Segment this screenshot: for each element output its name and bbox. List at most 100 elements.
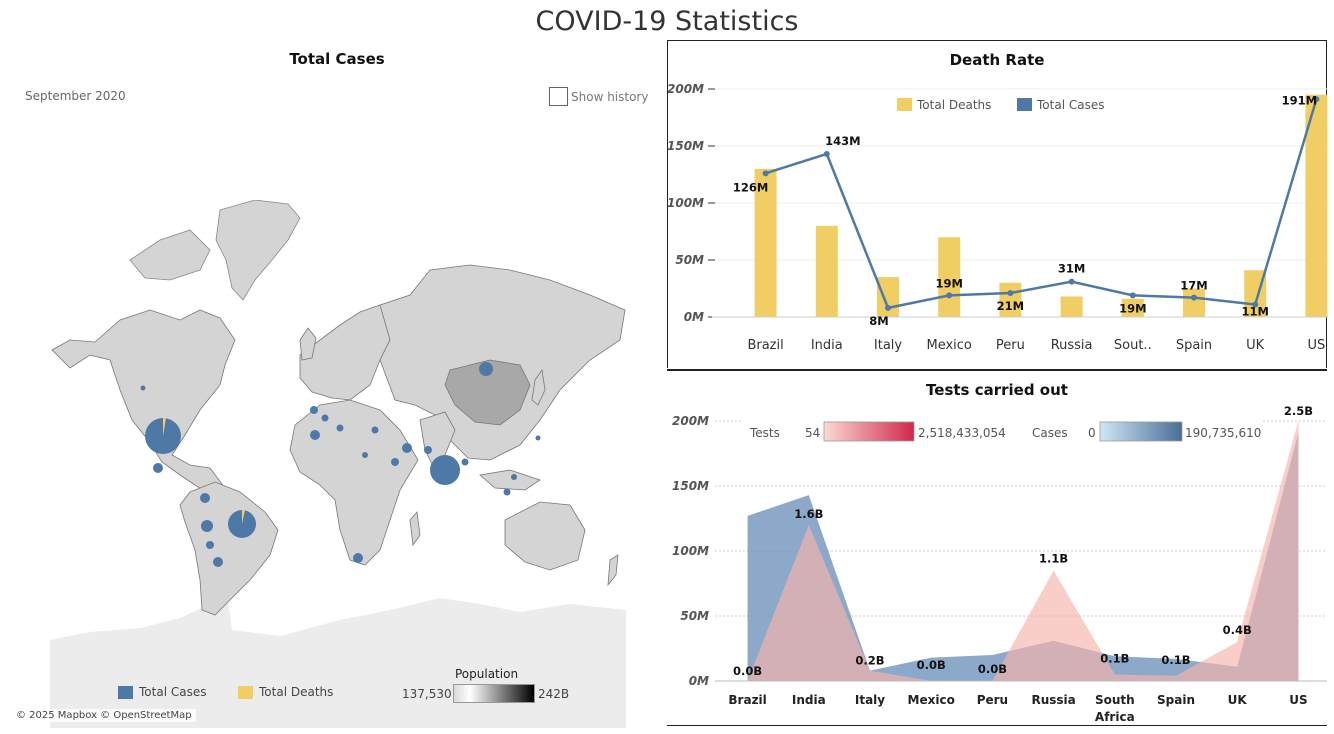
bubble-spain[interactable]: [310, 430, 320, 440]
greenland-shape: [215, 200, 301, 301]
tests-legend: Tests 54 2,518,433,054 Cases 0 190,735,6…: [741, 417, 1261, 442]
bubble-indonesia[interactable]: [503, 488, 511, 496]
world-map[interactable]: [50, 200, 626, 728]
tests-x-label: Russia: [1031, 693, 1075, 707]
tests-x-label: South: [1095, 693, 1135, 707]
tests-legend-cases-min: 0: [1088, 426, 1096, 440]
death-x-label: Peru: [996, 338, 1025, 353]
new-zealand-shape: [607, 554, 619, 587]
death-bar-italy: [877, 277, 899, 317]
tests-legend-ramp: [823, 421, 915, 442]
tests-y-tick-label: 150M: [672, 479, 709, 493]
china-shape: [444, 359, 531, 426]
population-legend-title: Population: [455, 667, 519, 681]
arctic-islands-shape: [129, 229, 211, 281]
death-cases-point: [823, 150, 830, 157]
bubble-argentina[interactable]: [206, 541, 214, 549]
tests-chart: 0M 50M 100M 150M 200M 0.0B 1.6B 0.2B 0.0B 0.0B 1.…: [672, 404, 1327, 724]
death-bar-brazil: [754, 168, 777, 317]
death-cases-point: [1129, 292, 1136, 299]
bubble-canada[interactable]: [140, 385, 146, 391]
death-x-label: Mexico: [926, 338, 971, 353]
bubble-saudi[interactable]: [391, 458, 399, 466]
death-y-axis: 0M 50M 100M 150M 200M: [668, 82, 715, 324]
death-gridlines: [712, 88, 1328, 318]
death-legend-cases-label: Total Cases: [1036, 98, 1104, 112]
death-x-label: UK: [1246, 338, 1265, 353]
bubble-egypt[interactable]: [362, 452, 368, 458]
bubble-colombia[interactable]: [200, 493, 210, 503]
death-cases-point: [762, 170, 769, 177]
bubble-france[interactable]: [321, 414, 329, 422]
south-america-shape: [179, 481, 279, 616]
tests-legend-cases-label: Cases: [1032, 426, 1068, 440]
death-legend-swatch-cases: [1017, 98, 1032, 111]
show-history-checkbox[interactable]: [549, 87, 568, 106]
bubble-bangladesh[interactable]: [461, 458, 469, 466]
death-cases-point: [1007, 290, 1014, 297]
death-x-axis: Brazil India Italy Mexico Peru Russia Sout.. Sp…: [747, 338, 1325, 353]
bubble-turkey[interactable]: [371, 426, 379, 434]
death-cases-point: [1068, 278, 1075, 285]
bubble-india[interactable]: [430, 455, 460, 485]
bubble-iran[interactable]: [402, 443, 412, 453]
death-line-series: 126M 143M 8M 19M 21M 31M 19M 17M 11M 191M: [733, 93, 1320, 328]
death-rate-title: Death Rate: [949, 51, 1045, 69]
tests-legend-tests-max: 2,518,433,054: [918, 426, 1006, 440]
tests-x-axis: Brazil India Italy Mexico Peru Russia South Afr…: [728, 693, 1307, 724]
death-bar-spain: [1183, 288, 1205, 317]
death-rate-panel: Death Rate Total Deaths Total Cases 0M 50…: [667, 40, 1328, 368]
death-bars: [712, 94, 1328, 318]
death-y-tick-label: 150M: [668, 139, 704, 153]
tests-data-label: 2.5B: [1284, 404, 1313, 418]
legend-total-cases[interactable]: Total Cases: [118, 685, 206, 699]
tests-x-label: UK: [1228, 693, 1248, 707]
map-panel: Total Cases September 2020 Show history: [0, 40, 660, 734]
map-date-label: September 2020: [25, 89, 126, 103]
tests-x-label: Peru: [977, 693, 1008, 707]
tests-y-tick-label: 50M: [680, 609, 709, 623]
bubble-philippines[interactable]: [511, 474, 517, 480]
death-cases-label: 191M: [1282, 93, 1317, 107]
tests-data-labels: 0.0B 1.6B 0.2B 0.0B 0.0B 1.1B 0.1B 0.1B 0.4B 2.5B: [733, 404, 1313, 678]
bubble-italy[interactable]: [336, 424, 344, 432]
legend-total-cases-label: Total Cases: [139, 685, 207, 699]
tests-legend-tests-label: Tests: [749, 426, 780, 440]
death-legend: Total Deaths Total Cases: [897, 98, 1104, 112]
death-bar-russia: [1060, 296, 1083, 317]
death-x-label: Spain: [1176, 338, 1212, 353]
bubble-peru[interactable]: [201, 520, 213, 532]
bubble-pakistan[interactable]: [424, 446, 432, 454]
case-bubbles: [140, 362, 541, 567]
show-history-toggle[interactable]: Show history: [549, 87, 648, 106]
bubble-uk[interactable]: [310, 406, 318, 414]
tests-title: Tests carried out: [926, 381, 1068, 399]
legend-total-deaths[interactable]: Total Deaths: [238, 685, 333, 699]
death-y-tick-label: 100M: [668, 196, 704, 210]
tests-x-label: Africa: [1095, 710, 1135, 724]
map-attribution[interactable]: © 2025 Mapbox © OpenStreetMap: [12, 709, 196, 722]
death-legend-swatch-deaths: [897, 98, 912, 111]
death-y-tick-label: 200M: [668, 82, 704, 96]
tests-tests-area: [747, 421, 1299, 681]
bubble-chile[interactable]: [213, 557, 223, 567]
death-cases-label: 31M: [1058, 262, 1085, 276]
death-y-tick-label: 0M: [684, 310, 704, 324]
bubble-russia[interactable]: [479, 362, 493, 376]
death-x-label: Brazil: [747, 338, 783, 353]
show-history-label: Show history: [571, 89, 649, 104]
death-cases-label: 8M: [869, 314, 888, 328]
tests-data-label: 0.0B: [978, 662, 1007, 676]
death-cases-point: [885, 304, 891, 311]
tests-x-label: Mexico: [908, 693, 955, 707]
bubble-japan[interactable]: [535, 435, 541, 441]
death-x-label: India: [811, 338, 843, 353]
population-legend-min: 137,530: [402, 687, 452, 701]
bubble-mexico[interactable]: [153, 463, 163, 473]
tests-panel: Tests carried out 0M 50M 100M 150M 200M 0.0B…: [667, 369, 1327, 726]
death-x-label: Italy: [874, 338, 903, 353]
dashboard-title: COVID-19 Statistics: [535, 6, 799, 37]
tests-data-label: 0.0B: [733, 664, 762, 678]
death-cases-point: [1191, 294, 1197, 301]
bubble-south-africa[interactable]: [353, 553, 363, 563]
